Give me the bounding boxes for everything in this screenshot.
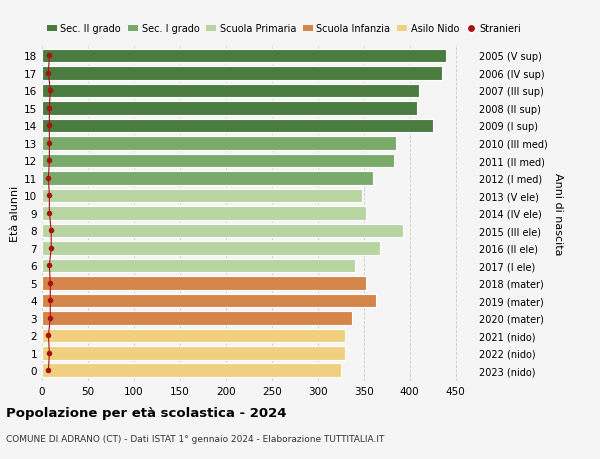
Bar bbox=[42, 119, 433, 133]
Point bbox=[46, 280, 55, 287]
Bar bbox=[42, 102, 417, 116]
Point bbox=[46, 314, 55, 322]
Point bbox=[44, 140, 54, 147]
Point bbox=[46, 88, 55, 95]
Point bbox=[44, 192, 54, 200]
Bar bbox=[42, 172, 373, 185]
Point bbox=[46, 297, 55, 304]
Point bbox=[44, 210, 54, 217]
Bar bbox=[42, 329, 346, 342]
Point bbox=[44, 262, 54, 269]
Point bbox=[44, 367, 53, 374]
Bar bbox=[42, 207, 367, 220]
Bar bbox=[42, 154, 394, 168]
Bar bbox=[42, 259, 355, 273]
Text: COMUNE DI ADRANO (CT) - Dati ISTAT 1° gennaio 2024 - Elaborazione TUTTITALIA.IT: COMUNE DI ADRANO (CT) - Dati ISTAT 1° ge… bbox=[6, 434, 385, 443]
Point bbox=[44, 332, 53, 339]
Text: Popolazione per età scolastica - 2024: Popolazione per età scolastica - 2024 bbox=[6, 406, 287, 419]
Point bbox=[44, 70, 53, 78]
Legend: Sec. II grado, Sec. I grado, Scuola Primaria, Scuola Infanzia, Asilo Nido, Stran: Sec. II grado, Sec. I grado, Scuola Prim… bbox=[47, 24, 521, 34]
Point bbox=[46, 245, 56, 252]
Point bbox=[46, 227, 56, 235]
Bar bbox=[42, 50, 446, 63]
Bar bbox=[42, 137, 396, 151]
Bar bbox=[42, 189, 362, 203]
Bar bbox=[42, 276, 365, 290]
Point bbox=[44, 157, 54, 165]
Bar bbox=[42, 346, 346, 360]
Bar bbox=[42, 364, 341, 377]
Bar bbox=[42, 224, 403, 238]
Point bbox=[44, 349, 54, 357]
Y-axis label: Età alunni: Età alunni bbox=[10, 185, 20, 241]
Y-axis label: Anni di nascita: Anni di nascita bbox=[553, 172, 563, 255]
Point bbox=[44, 53, 54, 60]
Point bbox=[44, 175, 53, 182]
Bar bbox=[42, 241, 380, 255]
Bar bbox=[42, 67, 442, 81]
Point bbox=[44, 105, 54, 112]
Bar bbox=[42, 84, 419, 98]
Point bbox=[44, 123, 54, 130]
Bar bbox=[42, 311, 352, 325]
Bar bbox=[42, 294, 376, 308]
